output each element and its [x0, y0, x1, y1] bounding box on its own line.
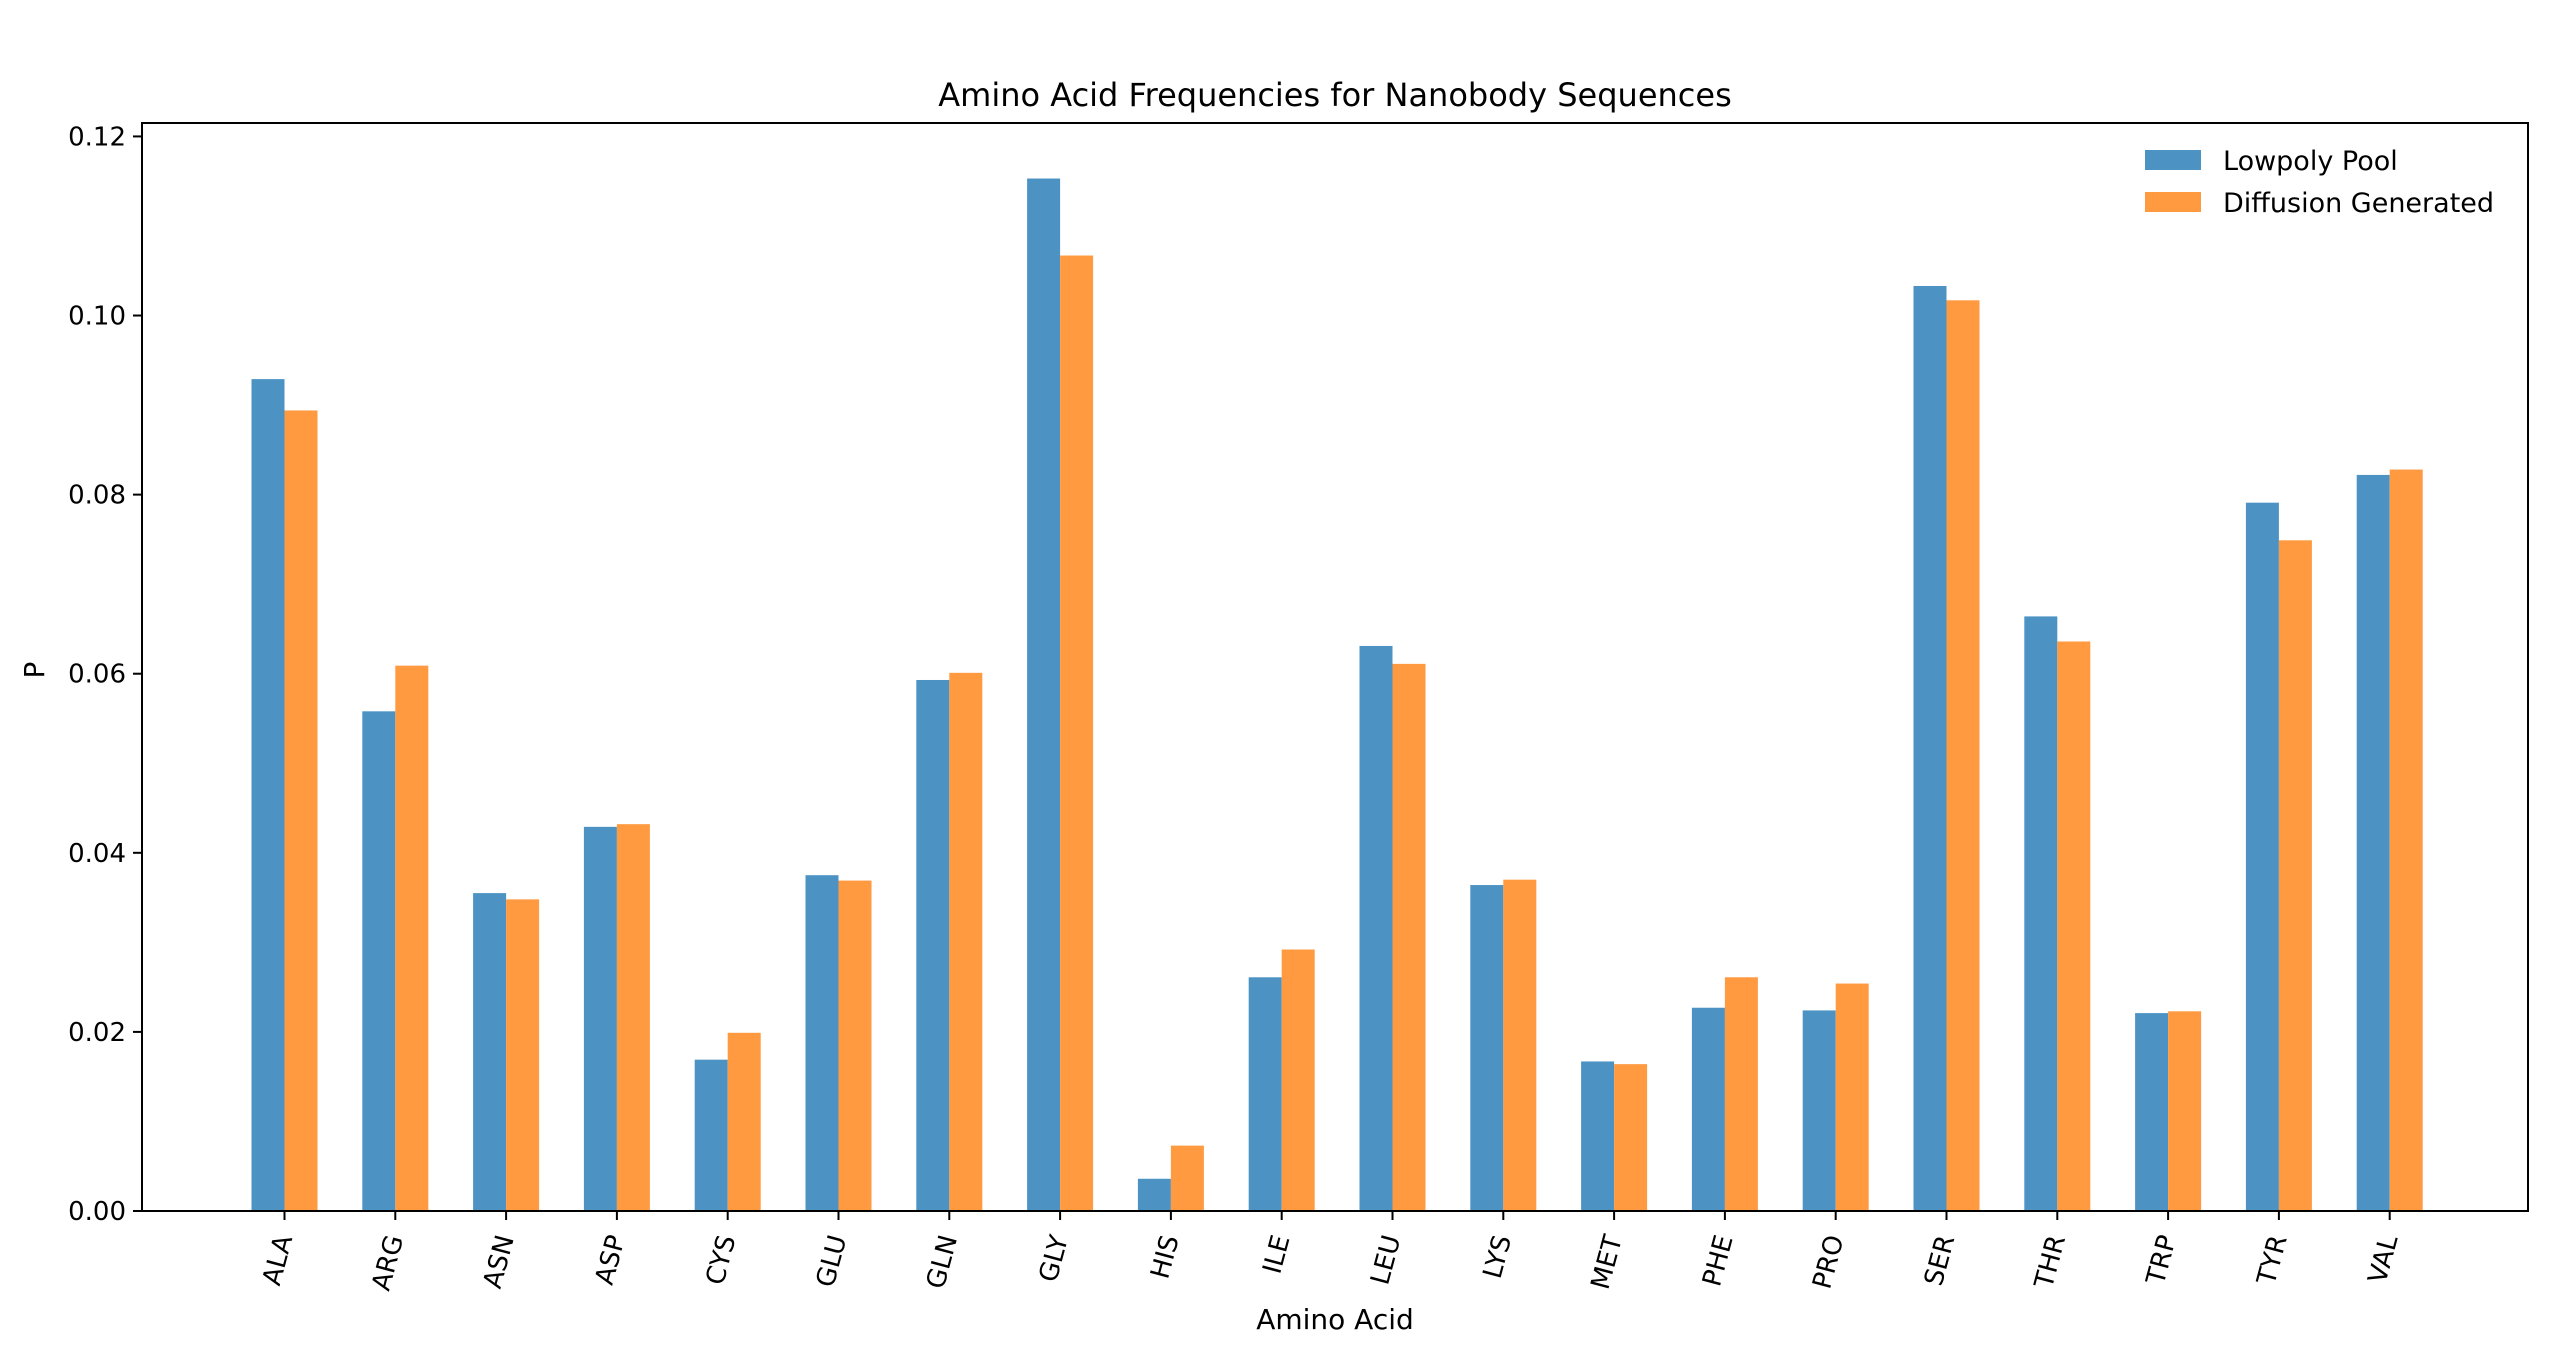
x-tick-label-val: VAL	[2363, 1232, 2405, 1287]
legend-label-lowpoly-pool: Lowpoly Pool	[2223, 146, 2398, 177]
x-tick-label-lys: LYS	[1478, 1232, 1518, 1282]
bar-arg-lowpoly-pool	[362, 711, 396, 1211]
bar-ile-lowpoly-pool	[1248, 977, 1282, 1211]
legend: Lowpoly Pool Diffusion Generated	[2145, 146, 2494, 219]
x-tick-label-gln: GLN	[921, 1232, 964, 1292]
x-tick-label-ile: ILE	[1257, 1232, 1296, 1277]
bar-tyr-lowpoly-pool	[2245, 502, 2279, 1211]
bars-layer	[251, 178, 2423, 1212]
bar-val-lowpoly-pool	[2356, 474, 2390, 1211]
chart-title: Amino Acid Frequencies for Nanobody Sequ…	[938, 76, 1731, 114]
x-tick-label-his: HIS	[1145, 1232, 1185, 1282]
bar-ala-lowpoly-pool	[251, 379, 285, 1211]
bar-val-diffusion-generated	[2389, 469, 2423, 1211]
bar-ser-lowpoly-pool	[1913, 285, 1947, 1211]
x-tick-label-pro: PRO	[1807, 1232, 1850, 1292]
x-tick-label-cys: CYS	[701, 1232, 743, 1288]
bar-ala-diffusion-generated	[284, 410, 318, 1211]
bar-phe-lowpoly-pool	[1691, 1007, 1725, 1211]
legend-swatch-lowpoly-pool	[2145, 150, 2201, 170]
bar-ser-diffusion-generated	[1946, 300, 1980, 1211]
bar-pro-lowpoly-pool	[1802, 1010, 1836, 1211]
y-axis-label: P	[18, 662, 51, 679]
bar-asp-lowpoly-pool	[583, 826, 617, 1211]
y-tick-label: 0.02	[68, 1018, 126, 1048]
bar-asn-diffusion-generated	[506, 899, 540, 1211]
bar-phe-diffusion-generated	[1724, 977, 1758, 1211]
x-tick-label-ala: ALA	[257, 1232, 299, 1289]
bar-cys-lowpoly-pool	[694, 1059, 728, 1211]
y-tick-label: 0.06	[68, 660, 126, 690]
bar-trp-diffusion-generated	[2168, 1011, 2202, 1211]
x-axis: ALA ARG ASN ASP CYS GLU GLN GLY HIS ILE LEU LYS MET P…	[257, 1211, 2405, 1294]
bar-asp-diffusion-generated	[616, 824, 650, 1211]
bar-glu-lowpoly-pool	[805, 875, 839, 1211]
plot-frame	[141, 122, 2529, 1212]
y-tick-label: 0.10	[68, 302, 126, 332]
bar-met-diffusion-generated	[1614, 1064, 1648, 1211]
x-tick-label-asn: ASN	[478, 1232, 521, 1292]
bar-lys-diffusion-generated	[1503, 879, 1537, 1211]
x-tick-label-arg: ARG	[367, 1232, 410, 1294]
bar-gln-diffusion-generated	[949, 672, 983, 1211]
bar-gln-lowpoly-pool	[916, 679, 950, 1211]
x-tick-label-tyr: TYR	[2252, 1232, 2294, 1289]
bar-met-lowpoly-pool	[1581, 1061, 1615, 1211]
x-tick-label-gly: GLY	[1034, 1232, 1075, 1285]
legend-label-diffusion-generated: Diffusion Generated	[2223, 188, 2494, 219]
bar-pro-diffusion-generated	[1835, 983, 1869, 1211]
x-axis-label: Amino Acid	[1256, 1303, 1414, 1336]
bar-ile-diffusion-generated	[1281, 949, 1315, 1211]
x-tick-label-thr: THR	[2029, 1232, 2072, 1292]
bar-arg-diffusion-generated	[395, 665, 429, 1211]
y-axis: 0.00 0.02 0.04 0.06 0.08 0.10 0.12	[68, 122, 142, 1227]
y-tick-label: 0.08	[68, 481, 126, 511]
legend-swatch-diffusion-generated	[2145, 192, 2201, 212]
x-tick-label-leu: LEU	[1365, 1232, 1407, 1288]
x-tick-label-glu: GLU	[811, 1232, 854, 1290]
x-tick-label-phe: PHE	[1697, 1232, 1739, 1290]
bar-leu-lowpoly-pool	[1359, 645, 1393, 1211]
bar-trp-lowpoly-pool	[2135, 1013, 2169, 1211]
bar-thr-diffusion-generated	[2057, 641, 2091, 1211]
bar-his-lowpoly-pool	[1137, 1178, 1171, 1211]
bar-leu-diffusion-generated	[1392, 663, 1426, 1211]
bar-asn-lowpoly-pool	[473, 893, 507, 1211]
y-tick-label: 0.12	[68, 122, 126, 152]
bar-cys-diffusion-generated	[727, 1032, 761, 1211]
y-tick-label: 0.00	[68, 1197, 126, 1227]
bar-tyr-diffusion-generated	[2278, 540, 2312, 1211]
bar-thr-lowpoly-pool	[2024, 616, 2058, 1211]
x-tick-label-trp: TRP	[2141, 1232, 2183, 1289]
x-tick-label-ser: SER	[1919, 1232, 1961, 1289]
bar-gly-diffusion-generated	[1060, 255, 1094, 1212]
bar-lys-lowpoly-pool	[1470, 885, 1504, 1211]
bar-glu-diffusion-generated	[838, 880, 872, 1211]
x-tick-label-met: MET	[1586, 1232, 1629, 1293]
y-tick-label: 0.04	[68, 839, 126, 869]
x-tick-label-asp: ASP	[590, 1232, 632, 1288]
bar-gly-lowpoly-pool	[1027, 178, 1061, 1212]
bar-his-diffusion-generated	[1170, 1145, 1204, 1211]
